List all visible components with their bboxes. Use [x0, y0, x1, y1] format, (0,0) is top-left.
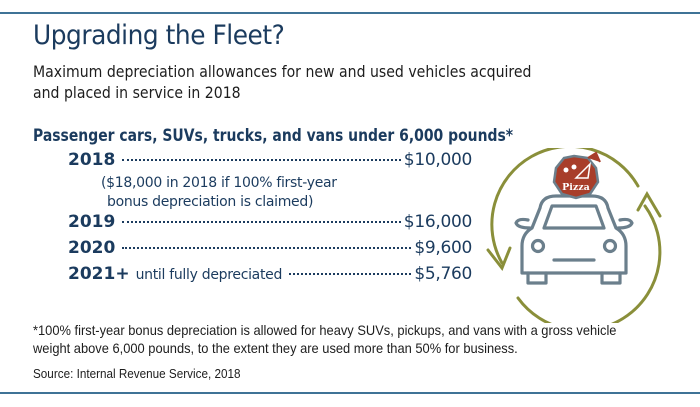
- table-row-2019: 2019 $16,000: [68, 212, 472, 238]
- bonus-note-line-1: ($18,000 in 2018 if 100% first-year: [101, 175, 337, 191]
- bottom-rule: [0, 392, 700, 394]
- section-heading: Passenger cars, SUVs, trucks, and vans u…: [33, 126, 514, 146]
- row-amount: $16,000: [403, 212, 473, 232]
- bonus-depreciation-note: ($18,000 in 2018 if 100% first-year bonu…: [101, 174, 472, 212]
- depreciation-table: 2018 $10,000 ($18,000 in 2018 if 100% fi…: [68, 150, 472, 290]
- source-citation: Source: Internal Revenue Service, 2018: [33, 366, 241, 381]
- row-year: 2021+: [68, 264, 130, 284]
- row-amount: $9,600: [414, 238, 472, 258]
- page-title: Upgrading the Fleet?: [33, 20, 285, 51]
- footnote-line-2: weight above 6,000 pounds, to the extent…: [33, 340, 518, 356]
- row-year: 2019: [68, 212, 116, 232]
- row-note: until fully depreciated: [135, 267, 283, 283]
- subtitle-line-2: and placed in service in 2018: [33, 83, 241, 102]
- row-year: 2020: [68, 238, 116, 258]
- row-amount: $5,760: [414, 264, 472, 284]
- pizza-badge-icon: Pizza: [552, 151, 601, 200]
- car-icon: [514, 194, 634, 285]
- car-cycle-illustration: Pizza: [486, 148, 662, 323]
- row-amount: $10,000: [403, 150, 473, 170]
- dot-leader: [122, 159, 401, 161]
- subtitle-line-1: Maximum depreciation allowances for new …: [33, 62, 532, 81]
- table-row-2018: 2018 $10,000: [68, 150, 472, 176]
- cycle-arrows-icon: [486, 148, 662, 323]
- footnote-line-1: *100% first-year bonus depreciation is a…: [33, 322, 617, 338]
- pizza-badge-text: Pizza: [562, 182, 590, 193]
- top-rule: [0, 12, 700, 14]
- bonus-note-line-2: bonus depreciation is claimed): [107, 194, 314, 210]
- dot-leader: [122, 247, 412, 249]
- footnote: *100% first-year bonus depreciation is a…: [33, 321, 640, 357]
- table-row-2020: 2020 $9,600: [68, 238, 472, 264]
- table-row-2021-plus: 2021+ until fully depreciated $5,760: [68, 264, 472, 290]
- row-year: 2018: [68, 150, 116, 170]
- subtitle: Maximum depreciation allowances for new …: [33, 61, 596, 103]
- dot-leader: [122, 221, 401, 223]
- dot-leader: [289, 273, 412, 275]
